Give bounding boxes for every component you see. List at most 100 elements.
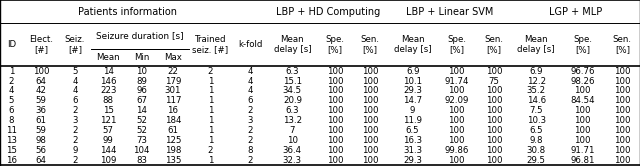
Text: 144: 144 — [100, 146, 116, 155]
Text: 100: 100 — [614, 126, 630, 135]
Text: 100: 100 — [614, 96, 630, 105]
Text: 301: 301 — [164, 86, 181, 95]
Text: 9: 9 — [72, 146, 77, 155]
Text: 100: 100 — [449, 116, 465, 125]
Text: 100: 100 — [575, 116, 591, 125]
Text: 10.3: 10.3 — [527, 116, 546, 125]
Text: 100: 100 — [362, 96, 378, 105]
Text: 6.3: 6.3 — [285, 67, 300, 76]
Text: 100: 100 — [362, 126, 378, 135]
Text: 100: 100 — [449, 106, 465, 115]
Text: 88: 88 — [103, 96, 114, 105]
Text: 8: 8 — [247, 146, 253, 155]
Text: 100: 100 — [486, 67, 502, 76]
Text: 91.74: 91.74 — [445, 77, 469, 85]
Text: 52: 52 — [136, 116, 147, 125]
Text: 100: 100 — [33, 67, 49, 76]
Text: 1: 1 — [208, 136, 213, 145]
Text: 14.7: 14.7 — [403, 96, 422, 105]
Text: 42: 42 — [36, 86, 47, 95]
Text: 84.54: 84.54 — [570, 96, 595, 105]
Text: 61: 61 — [36, 116, 47, 125]
Text: Spe.
[%]: Spe. [%] — [573, 35, 592, 54]
Text: 100: 100 — [362, 67, 378, 76]
Text: Min: Min — [134, 53, 149, 62]
Text: 29.3: 29.3 — [403, 86, 422, 95]
Text: 64: 64 — [36, 156, 47, 165]
Text: 100: 100 — [614, 106, 630, 115]
Text: 100: 100 — [486, 96, 502, 105]
Text: 100: 100 — [326, 136, 343, 145]
Text: 31.3: 31.3 — [403, 146, 422, 155]
Text: 2: 2 — [247, 156, 253, 165]
Text: 59: 59 — [36, 126, 47, 135]
Text: 15: 15 — [103, 106, 114, 115]
Text: 83: 83 — [136, 156, 147, 165]
Text: 100: 100 — [362, 77, 378, 85]
Text: 100: 100 — [486, 126, 502, 135]
Text: 9: 9 — [410, 106, 415, 115]
Text: Trained
seiz. [#]: Trained seiz. [#] — [193, 35, 228, 54]
Text: 2: 2 — [9, 77, 14, 85]
Text: 96.76: 96.76 — [570, 67, 595, 76]
Text: 100: 100 — [486, 146, 502, 155]
Text: 100: 100 — [449, 67, 465, 76]
Text: 99.86: 99.86 — [445, 146, 469, 155]
Text: 10: 10 — [287, 136, 298, 145]
Text: Sen.
[%]: Sen. [%] — [612, 35, 632, 54]
Text: 104: 104 — [133, 146, 150, 155]
Text: k-fold: k-fold — [238, 40, 262, 49]
Text: 16: 16 — [6, 156, 17, 165]
Text: 100: 100 — [362, 146, 378, 155]
Text: 184: 184 — [164, 116, 181, 125]
Text: 2: 2 — [247, 106, 253, 115]
Text: 2: 2 — [72, 136, 77, 145]
Text: 100: 100 — [362, 86, 378, 95]
Text: 14.6: 14.6 — [527, 96, 546, 105]
Text: 2: 2 — [72, 156, 77, 165]
Text: 35.2: 35.2 — [527, 86, 546, 95]
Text: 100: 100 — [614, 67, 630, 76]
Text: 9.8: 9.8 — [529, 136, 543, 145]
Text: Elect.
[#]: Elect. [#] — [29, 35, 53, 54]
Text: 1: 1 — [208, 86, 213, 95]
Text: 1: 1 — [208, 77, 213, 85]
Text: 96.81: 96.81 — [570, 156, 595, 165]
Text: 2: 2 — [72, 126, 77, 135]
Text: Seizure duration [s]: Seizure duration [s] — [96, 32, 184, 41]
Text: 100: 100 — [614, 116, 630, 125]
Text: 73: 73 — [136, 136, 147, 145]
Text: Max: Max — [164, 53, 182, 62]
Text: 100: 100 — [449, 136, 465, 145]
Text: 1: 1 — [208, 116, 213, 125]
Text: 100: 100 — [575, 86, 591, 95]
Text: 13.2: 13.2 — [283, 116, 302, 125]
Text: 100: 100 — [575, 136, 591, 145]
Text: 56: 56 — [36, 146, 47, 155]
Text: Sen.
[%]: Sen. [%] — [361, 35, 380, 54]
Text: 12.2: 12.2 — [527, 77, 546, 85]
Text: 75: 75 — [488, 77, 499, 85]
Text: 100: 100 — [449, 126, 465, 135]
Text: 14: 14 — [103, 67, 114, 76]
Text: 98.26: 98.26 — [570, 77, 595, 85]
Text: Sen.
[%]: Sen. [%] — [484, 35, 503, 54]
Text: 100: 100 — [614, 86, 630, 95]
Text: 100: 100 — [326, 77, 343, 85]
Text: 100: 100 — [362, 136, 378, 145]
Text: 100: 100 — [362, 156, 378, 165]
Text: 30.8: 30.8 — [527, 146, 546, 155]
Text: 36: 36 — [36, 106, 47, 115]
Text: 22: 22 — [168, 67, 179, 76]
Text: 92.09: 92.09 — [445, 96, 469, 105]
Text: 100: 100 — [326, 86, 343, 95]
Text: 14: 14 — [136, 106, 147, 115]
Text: 179: 179 — [164, 77, 181, 85]
Text: 2: 2 — [72, 106, 77, 115]
Text: 117: 117 — [164, 96, 181, 105]
Text: 100: 100 — [486, 116, 502, 125]
Text: 11: 11 — [6, 126, 17, 135]
Text: 10: 10 — [136, 67, 147, 76]
Text: 11.9: 11.9 — [403, 116, 422, 125]
Text: 2: 2 — [208, 146, 213, 155]
